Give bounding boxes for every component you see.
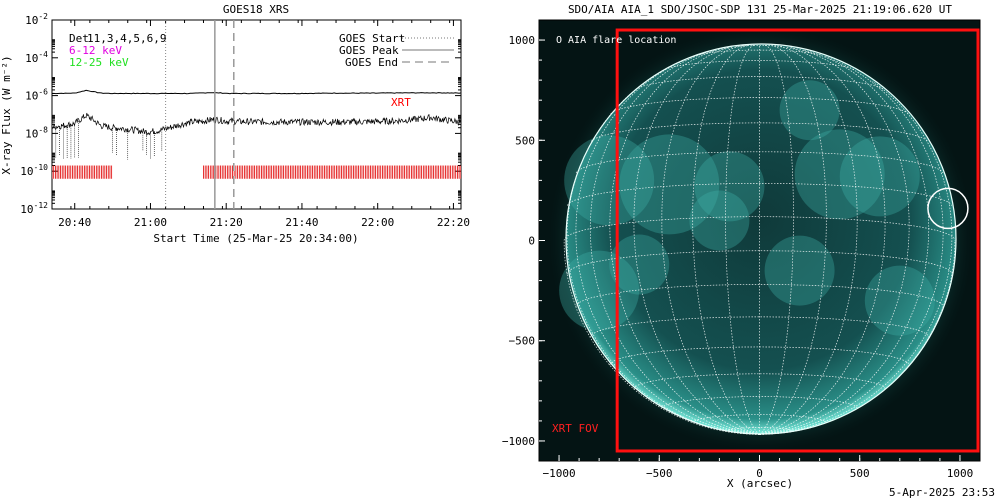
aia-title: SDO/AIA AIA_1 SDO/JSOC-SDP 131 25-Mar-20… (568, 3, 952, 16)
active-region-glow (619, 134, 720, 235)
goes-legend: GOES Start GOES Peak GOES End (339, 32, 454, 69)
y-tick-label: 500 (515, 134, 535, 147)
x-tick-label: 21:00 (134, 216, 167, 229)
grid-line (759, 56, 944, 435)
footer-timestamp: 5-Apr-2025 23:53 (889, 486, 995, 499)
grid-line (759, 45, 858, 435)
legend-goes-end: GOES End (345, 56, 398, 69)
x-tick-label: 21:20 (210, 216, 243, 229)
y-tick-label: 10-4 (25, 50, 48, 65)
detector-value: 11,3,4,5,6,9 (87, 32, 166, 45)
x-tick-label: 20:40 (58, 216, 91, 229)
goes-x-axis: 20:40 21:00 21:20 21:40 22:00 22:20 (51, 20, 470, 229)
legend-goes-peak: GOES Peak (339, 44, 399, 57)
grid-line (633, 46, 760, 435)
active-region-glow (794, 129, 885, 220)
grid-line (661, 45, 760, 435)
x-tick-label: 22:00 (361, 216, 394, 229)
active-region-glow (839, 136, 920, 217)
x-tick-label: −500 (646, 467, 673, 480)
x-tick-label: −1000 (542, 467, 575, 480)
active-region-glow (764, 235, 835, 306)
xrt-fov-label: XRT FOV (552, 422, 599, 435)
active-region-glow (864, 265, 935, 336)
grid-line (735, 44, 784, 47)
active-region-glow (564, 135, 655, 226)
aia-flare-location-circle (927, 187, 969, 230)
x-tick-label: 500 (850, 467, 870, 480)
active-region-glow (609, 234, 670, 295)
grid-line (759, 46, 886, 435)
band-high-label: 12-25 keV (69, 56, 129, 69)
active-region-glow (779, 80, 840, 141)
grid-line (725, 44, 760, 435)
active-region-glow (694, 151, 765, 222)
goes-short-channel-line (52, 112, 461, 137)
grid-line (759, 45, 827, 435)
grid-line (575, 56, 760, 435)
goes-plot-frame (51, 19, 462, 210)
grid-line (566, 80, 760, 435)
goes-y-label: X-ray Flux (W m⁻²) (0, 55, 13, 174)
y-tick-label: 10-2 (25, 12, 48, 27)
xrt-label: XRT (391, 96, 411, 109)
aia-image-panel: SDO/AIA AIA_1 SDO/JSOC-SDP 131 25-Mar-20… (502, 3, 981, 490)
x-tick-label: 1000 (947, 467, 974, 480)
aia-x-label: X (arcsec) (727, 477, 793, 490)
y-tick-label: 10-8 (25, 125, 48, 140)
x-tick-label: 22:20 (437, 216, 470, 229)
heliographic-grid (563, 44, 956, 435)
solar-disk (566, 44, 956, 434)
grid-line (575, 284, 944, 307)
flare-location-legend: O AIA flare location (556, 35, 676, 46)
grid-line (567, 183, 952, 206)
grid-line (661, 396, 858, 409)
goes-series (52, 89, 461, 160)
goes-y-axis: 10-12 10-10 10-8 10-6 10-4 10-2 (20, 12, 461, 216)
x-tick-label: 0 (756, 467, 763, 480)
goes-xrs-panel: GOES18 XRS 10-12 10-10 10-8 10-6 10-4 10-2 20… (0, 3, 470, 245)
band-low-label: 6-12 keV (69, 44, 122, 57)
y-tick-label: 10-12 (20, 201, 48, 216)
grid-line (759, 44, 794, 435)
y-tick-label: −500 (509, 335, 536, 348)
xrt-fov-box (615, 28, 980, 453)
y-tick-label: 0 (528, 235, 535, 248)
aia-axes: −1000 −500 0 500 1000 1000 500 0 −500 −1000 (502, 34, 973, 480)
grid-line (759, 80, 953, 435)
y-tick-label: 10-6 (25, 88, 48, 103)
detector-label: Det (69, 32, 89, 45)
solar-limb (565, 43, 957, 435)
y-tick-label: 1000 (509, 34, 536, 47)
active-region-glow (689, 190, 750, 251)
goes-long-channel-line (52, 89, 461, 95)
goes-event-markers (165, 20, 235, 209)
goes-x-label: Start Time (25-Mar-25 20:34:00) (153, 232, 358, 245)
goes-title: GOES18 XRS (223, 3, 289, 16)
grid-line (563, 240, 760, 435)
y-tick-label: −1000 (502, 435, 535, 448)
xrt-coverage-span (203, 166, 461, 179)
legend-goes-start: GOES Start (339, 32, 405, 45)
grid-line (692, 45, 760, 435)
y-tick-label: 10-10 (20, 163, 48, 178)
grid-line (725, 427, 794, 432)
x-tick-label: 21:40 (285, 216, 318, 229)
xrt-coverage-bars (52, 165, 461, 179)
